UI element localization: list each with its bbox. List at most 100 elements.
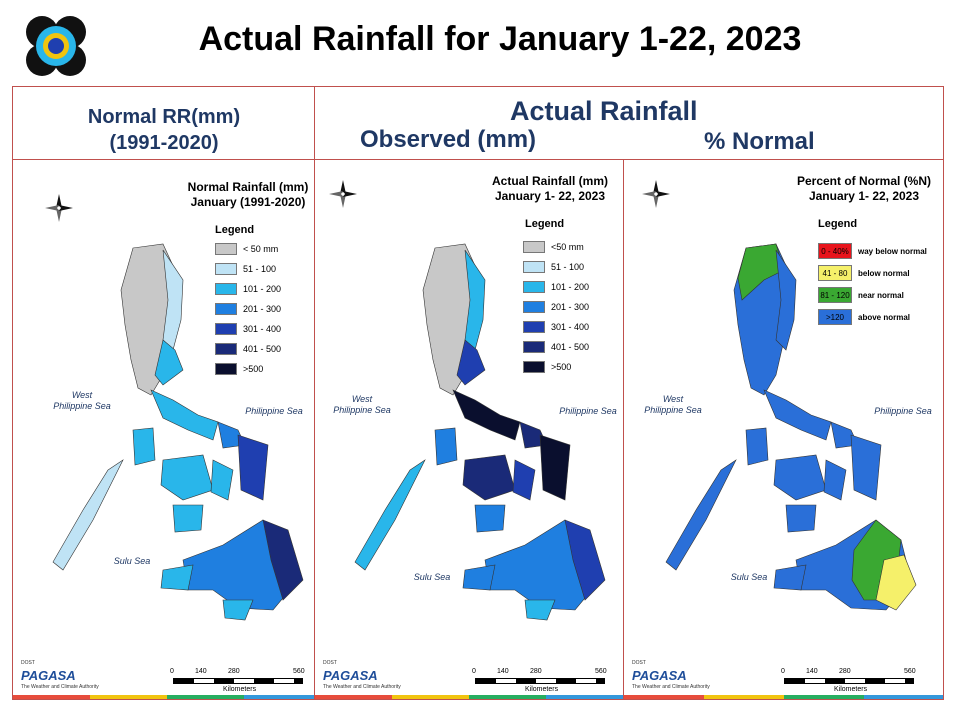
normal-rainfall-header: Normal RR(mm) (1991-2020) xyxy=(14,104,314,156)
legend-swatch xyxy=(523,241,545,253)
legend-label: 201 - 300 xyxy=(551,302,590,312)
philippine-sea-label: Philippine Sea xyxy=(245,406,303,416)
normal-rainfall-panel: Normal Rainfall (mm) January (1991-2020)… xyxy=(12,160,322,700)
legend-swatch xyxy=(523,261,545,273)
normal-header-line1: Normal RR(mm) xyxy=(87,106,241,128)
brand-strip-green xyxy=(469,695,546,699)
scale-tick-1: 140 xyxy=(497,668,509,675)
legend-label: way below normal xyxy=(858,246,927,256)
legend-swatch: 0 - 40% xyxy=(818,243,852,259)
legend-swatch xyxy=(215,363,237,375)
observed-rainfall-map xyxy=(354,243,606,621)
percent-map-title-line2: January 1- 22, 2023 xyxy=(808,189,920,203)
legend-swatch xyxy=(215,343,237,355)
legend-item: 301 - 400 xyxy=(523,320,589,334)
philippine-sea-label: Philippine Sea xyxy=(874,406,932,416)
legend-swatch xyxy=(523,321,545,333)
west-sea-line2: Philippine Sea xyxy=(333,405,391,415)
legend-swatch xyxy=(215,263,237,275)
legend-swatch: 41 - 80 xyxy=(818,265,852,281)
legend-item: <50 mm xyxy=(523,240,584,254)
sulu-sea-label: Sulu Sea xyxy=(413,572,451,582)
legend-item: < 50 mm xyxy=(215,242,278,256)
scale-tick-2: 280 xyxy=(228,668,240,675)
legend-item: 401 - 500 xyxy=(523,340,589,354)
legend-item: 0 - 40% way below normal xyxy=(818,243,927,259)
percent-map-title-line1: Percent of Normal (%N) xyxy=(796,174,932,188)
legend-swatch: >120 xyxy=(818,309,852,325)
legend-item: 401 - 500 xyxy=(215,342,281,356)
legend-item: >120 above normal xyxy=(818,309,910,325)
page-title: Actual Rainfall for January 1-22, 2023 xyxy=(198,20,802,58)
actual-rainfall-header: Actual Rainfall xyxy=(510,96,698,126)
legend-label: 101 - 200 xyxy=(243,284,282,294)
brand-strip-yellow xyxy=(704,695,784,699)
legend-swatch: 81 - 120 xyxy=(818,287,852,303)
legend-label: 101 - 200 xyxy=(551,282,590,292)
legend-label: < 50 mm xyxy=(243,244,279,254)
scale-tick-3: 560 xyxy=(904,668,916,675)
brand-strip-red xyxy=(13,695,90,699)
compass-rose-icon xyxy=(325,174,361,225)
observed-legend-title: Legend xyxy=(525,218,565,230)
scale-bar xyxy=(784,678,914,684)
legend-item: 51 - 100 xyxy=(215,262,276,276)
west-philippine-sea-label: West Philippine Sea xyxy=(47,390,117,412)
pagasa-subtitle: The Weather and Climate Authority xyxy=(21,684,99,690)
percent-normal-map xyxy=(665,243,917,611)
observed-rainfall-panel: Actual Rainfall (mm) January 1- 22, 2023… xyxy=(314,160,624,700)
brand-strip-blue xyxy=(546,695,623,699)
legend-label: >500 xyxy=(551,362,572,372)
legend-label: 301 - 400 xyxy=(551,322,590,332)
pagasa-logo: PAGASA xyxy=(323,668,378,683)
legend-label: 51 - 100 xyxy=(551,262,585,272)
pagasa-seal-logo xyxy=(22,12,90,80)
scale-bar xyxy=(173,678,303,684)
normal-header-line2: (1991-2020) xyxy=(109,132,219,154)
header-divider xyxy=(314,86,315,160)
legend-item: 41 - 80 below normal xyxy=(818,265,910,281)
scale-unit: Kilometers xyxy=(525,686,559,693)
pagasa-logo: PAGASA xyxy=(21,668,76,683)
normal-map-title-line2: January (1991-2020) xyxy=(190,195,306,209)
scale-tick-0: 0 xyxy=(472,668,476,675)
philippine-sea-label: Philippine Sea xyxy=(559,406,617,416)
brand-strip-green xyxy=(167,695,244,699)
brand-strip-yellow xyxy=(392,695,469,699)
legend-label: near normal xyxy=(858,290,904,300)
brand-strip-green xyxy=(784,695,864,699)
scale-tick-0: 0 xyxy=(781,668,785,675)
sulu-sea-label: Sulu Sea xyxy=(730,572,768,582)
scale-unit: Kilometers xyxy=(834,686,868,693)
legend-item: 101 - 200 xyxy=(215,282,281,296)
dost-label: DOST xyxy=(323,660,337,666)
brand-strip-yellow xyxy=(90,695,167,699)
legend-item: >500 xyxy=(523,360,571,374)
pagasa-logo: PAGASA xyxy=(632,668,687,683)
legend-item: 201 - 300 xyxy=(215,302,281,316)
west-sea-line2: Philippine Sea xyxy=(53,401,111,411)
legend-swatch xyxy=(215,303,237,315)
legend-item: 301 - 400 xyxy=(215,322,281,336)
legend-label: 401 - 500 xyxy=(243,344,282,354)
legend-item: 201 - 300 xyxy=(523,300,589,314)
pagasa-subtitle: The Weather and Climate Authority xyxy=(323,684,401,690)
observed-map-title: Actual Rainfall (mm) January 1- 22, 2023 xyxy=(485,174,615,204)
legend-label: 301 - 400 xyxy=(243,324,282,334)
pagasa-subtitle: The Weather and Climate Authority xyxy=(632,684,710,690)
legend-label: 401 - 500 xyxy=(551,342,590,352)
normal-rainfall-map xyxy=(52,243,304,621)
scale-unit: Kilometers xyxy=(223,686,257,693)
west-sea-line1: West xyxy=(71,390,93,400)
brand-strip-blue xyxy=(864,695,943,699)
percent-legend-title: Legend xyxy=(818,218,858,230)
west-philippine-sea-label: West Philippine Sea xyxy=(638,394,708,416)
legend-swatch xyxy=(215,243,237,255)
legend-item: 81 - 120 near normal xyxy=(818,287,904,303)
west-philippine-sea-label: West Philippine Sea xyxy=(327,394,397,416)
sulu-sea-label: Sulu Sea xyxy=(113,556,151,566)
normal-map-title-line1: Normal Rainfall (mm) xyxy=(187,180,309,194)
percent-map-title: Percent of Normal (%N) January 1- 22, 20… xyxy=(794,174,934,204)
scale-tick-3: 560 xyxy=(595,668,607,675)
percent-normal-panel: Percent of Normal (%N) January 1- 22, 20… xyxy=(624,160,944,700)
